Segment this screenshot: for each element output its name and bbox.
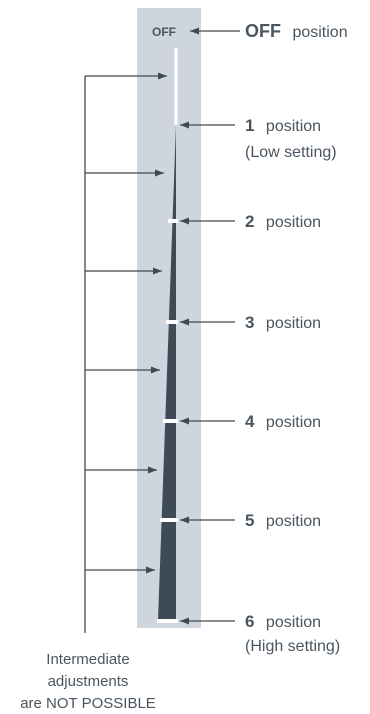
label-position-1: 1 position <box>245 116 321 135</box>
label-position-6-number: 6 <box>245 612 254 631</box>
label-position-2: 2 position <box>245 212 321 231</box>
setting-wedge <box>158 125 176 620</box>
label-position-1-note: (Low setting) <box>245 144 337 161</box>
label-off-word: position <box>292 24 347 41</box>
label-position-6-note: (High setting) <box>245 638 340 655</box>
label-position-6: 6 position <box>245 612 321 631</box>
label-position-3: 3 position <box>245 313 321 332</box>
label-position-5-word: position <box>266 513 321 530</box>
label-position-5: 5 position <box>245 511 321 530</box>
label-off: OFF position <box>245 21 348 41</box>
dial-off-label: OFF <box>152 25 176 39</box>
label-position-1-number: 1 <box>245 116 254 135</box>
label-position-4: 4 position <box>245 412 321 431</box>
footnote-line-3: are NOT POSSIBLE <box>20 695 156 712</box>
label-position-4-number: 4 <box>245 412 255 431</box>
footnote-line-2: adjustments <box>48 673 129 690</box>
label-position-3-number: 3 <box>245 313 254 332</box>
label-off-number: OFF <box>245 21 281 41</box>
label-position-2-word: position <box>266 214 321 231</box>
label-position-1-word: position <box>266 118 321 135</box>
label-position-3-word: position <box>266 315 321 332</box>
label-position-4-word: position <box>266 414 321 431</box>
label-position-5-number: 5 <box>245 511 254 530</box>
label-position-2-number: 2 <box>245 212 254 231</box>
footnote-line-1: Intermediate <box>46 651 129 668</box>
label-position-6-word: position <box>266 614 321 631</box>
